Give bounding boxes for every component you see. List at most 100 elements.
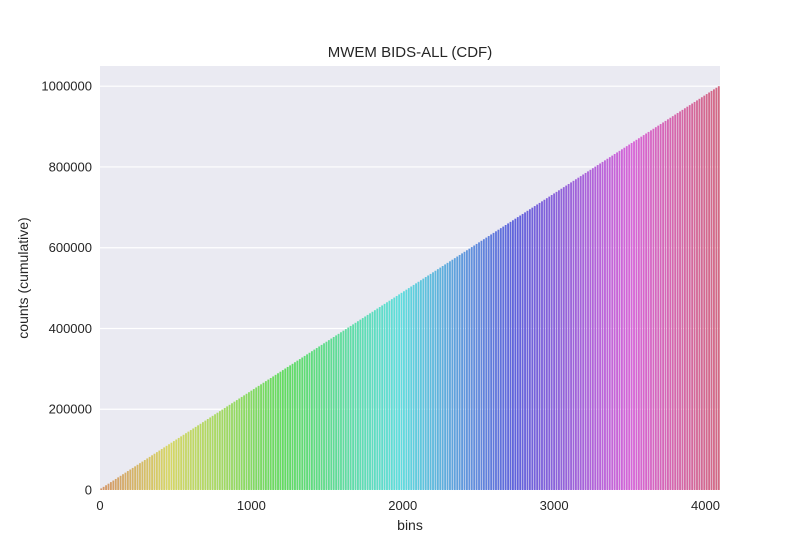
bar [136,464,139,490]
bar [281,370,284,490]
bar [102,486,105,490]
bar [240,396,243,490]
bar [274,374,277,490]
bar [143,460,146,490]
bar [456,256,459,490]
bar [439,267,442,490]
bar [640,136,643,491]
bar [187,431,190,490]
y-tick-label: 600000 [49,240,92,255]
bar [354,322,357,490]
bar [400,292,403,490]
bar [616,152,618,490]
bar [206,419,209,490]
bar [226,406,229,490]
bar [594,166,597,490]
bar [269,378,272,490]
y-axis-ticks: 0 200000 400000 600000 800000 1000000 [41,79,92,498]
bar [308,352,311,490]
bar [264,381,267,490]
bar [611,155,614,490]
x-tick-label: 3000 [540,498,569,513]
bar [570,182,572,490]
bar [114,478,117,490]
bar [618,150,621,491]
bar [146,458,149,490]
bar [449,261,451,490]
bar [473,245,476,490]
bar [117,477,120,490]
bar [371,311,374,490]
bar [105,485,107,490]
bar [182,434,185,490]
bar [410,286,413,490]
bar [528,209,531,491]
bar [361,318,364,490]
bar [536,204,539,491]
bar [499,228,502,490]
bar [214,414,216,490]
x-axis-ticks: 0 1000 2000 3000 4000 [96,498,720,513]
bar [451,259,454,490]
bar [221,409,224,490]
bar [340,332,342,490]
bar [194,426,197,490]
bar [710,90,713,491]
bar [468,248,471,490]
bar [645,133,648,490]
bar [606,158,609,490]
bar [417,281,420,490]
bar [446,262,449,490]
bar [531,207,534,490]
bar [344,329,347,490]
chart-title: MWEM BIDS-ALL (CDF) [328,44,492,61]
bar [490,234,493,490]
bar [155,452,158,490]
bar [330,338,333,490]
bar [129,469,132,490]
bar [613,154,616,490]
bar [521,213,524,490]
x-tick-label: 4000 [691,498,720,513]
bar [243,395,246,490]
bar [512,220,514,490]
bar [470,247,473,490]
bar [248,392,250,490]
y-axis-label: counts (cumulative) [15,217,31,338]
bar [109,482,112,490]
bar [197,425,200,490]
bar [286,366,289,490]
bar [422,278,425,490]
bar [667,119,669,490]
bar [574,179,577,490]
y-tick-label: 200000 [49,402,92,417]
bar [386,302,388,490]
bar [412,284,415,490]
bar [582,174,585,490]
bar [628,144,631,491]
bar [313,349,316,490]
bar [393,297,396,490]
bar [492,232,495,490]
bar [284,368,287,490]
bar [577,177,580,490]
bar [693,101,696,491]
bar [633,141,635,490]
bar [238,398,241,490]
bar [461,253,463,490]
bar [233,401,236,490]
bar [124,472,127,490]
bar [565,185,568,490]
bar [487,236,490,490]
bar [652,128,655,490]
bar [245,393,248,490]
bar [715,87,718,491]
bar [257,385,260,490]
bar [141,461,144,490]
bar [620,149,623,491]
bar [366,314,369,490]
bar [555,191,558,491]
bar [688,105,691,491]
bar [676,113,679,490]
